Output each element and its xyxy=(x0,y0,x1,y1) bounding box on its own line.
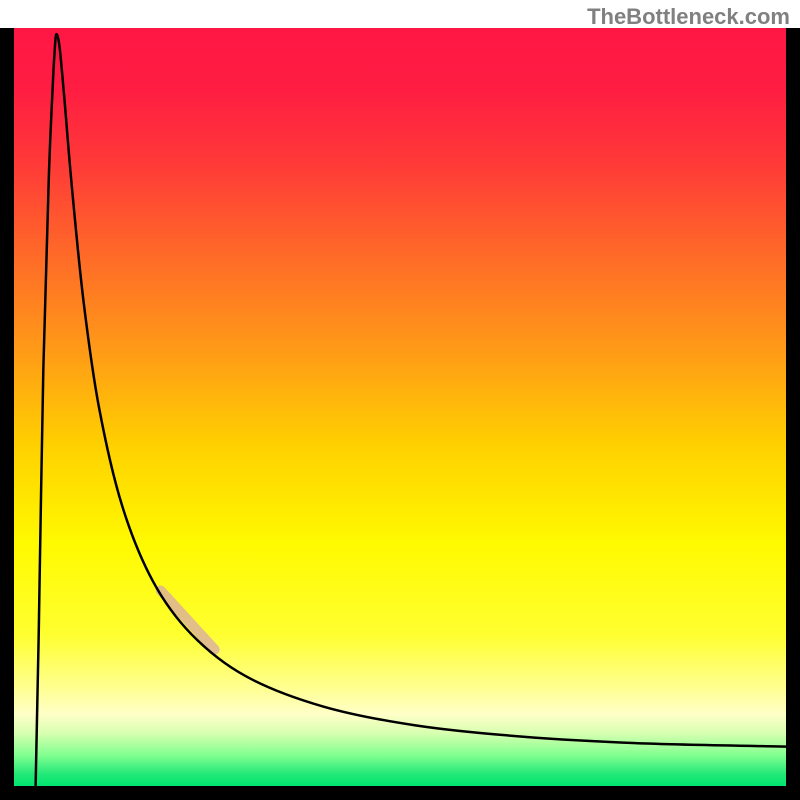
watermark-text: TheBottleneck.com xyxy=(587,4,790,30)
chart-background xyxy=(14,28,786,786)
border-left xyxy=(0,28,14,800)
border-bottom xyxy=(0,786,800,800)
bottleneck-chart: TheBottleneck.com xyxy=(0,0,800,800)
border-right xyxy=(786,28,800,800)
chart-svg xyxy=(0,0,800,800)
